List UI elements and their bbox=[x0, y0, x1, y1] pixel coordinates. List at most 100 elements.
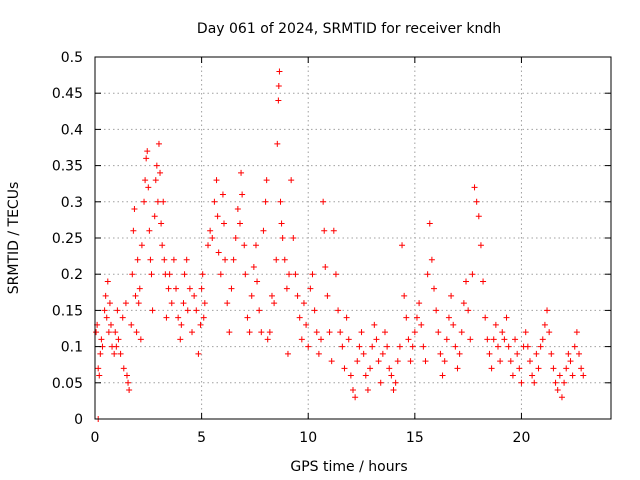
data-point bbox=[469, 271, 476, 278]
data-point bbox=[424, 271, 431, 278]
data-point bbox=[373, 336, 380, 343]
data-point bbox=[463, 278, 470, 285]
y-tick-label: 0.4 bbox=[61, 122, 83, 138]
data-point bbox=[569, 372, 576, 379]
data-point bbox=[146, 227, 153, 234]
data-point bbox=[422, 358, 429, 365]
y-tick-label: 0.3 bbox=[61, 195, 83, 211]
y-tick-label: 0.1 bbox=[61, 340, 83, 356]
data-point bbox=[246, 329, 253, 336]
data-point bbox=[556, 372, 563, 379]
data-point bbox=[137, 336, 144, 343]
data-point bbox=[114, 307, 121, 314]
data-point bbox=[405, 336, 412, 343]
data-point bbox=[494, 343, 501, 350]
data-point bbox=[181, 271, 188, 278]
data-point bbox=[439, 372, 446, 379]
data-point bbox=[320, 198, 327, 205]
data-point bbox=[552, 379, 559, 386]
data-point bbox=[303, 321, 310, 328]
data-point bbox=[431, 285, 438, 292]
x-tick-label: 0 bbox=[91, 430, 100, 446]
data-point bbox=[294, 292, 301, 299]
data-point bbox=[238, 169, 245, 176]
data-point bbox=[460, 300, 467, 307]
data-point bbox=[104, 278, 111, 285]
data-point bbox=[571, 343, 578, 350]
data-point bbox=[180, 300, 187, 307]
data-points bbox=[93, 68, 587, 422]
data-point bbox=[539, 336, 546, 343]
data-point bbox=[112, 329, 119, 336]
data-point bbox=[262, 198, 269, 205]
data-point bbox=[284, 350, 291, 357]
data-point bbox=[195, 350, 202, 357]
data-point bbox=[214, 213, 221, 220]
data-point bbox=[103, 314, 110, 321]
data-point bbox=[166, 271, 173, 278]
data-point bbox=[258, 329, 265, 336]
data-point bbox=[153, 162, 160, 169]
data-point bbox=[147, 256, 154, 263]
data-point bbox=[236, 220, 243, 227]
data-point bbox=[143, 155, 150, 162]
data-point bbox=[292, 271, 299, 278]
data-point bbox=[268, 292, 275, 299]
data-point bbox=[256, 307, 263, 314]
data-point bbox=[151, 213, 158, 220]
data-point bbox=[411, 329, 418, 336]
axis-ticks: 0 0.05 0.1 0.15 0.2 0.25 0.3 0.35 0.4 0.45 0.5 0 5 10… bbox=[52, 50, 611, 446]
data-point bbox=[482, 314, 489, 321]
data-point bbox=[286, 271, 293, 278]
data-point bbox=[170, 256, 177, 263]
data-point bbox=[198, 285, 205, 292]
data-point bbox=[399, 242, 406, 249]
data-point bbox=[98, 336, 105, 343]
data-point bbox=[106, 300, 113, 307]
data-point bbox=[228, 285, 235, 292]
data-point bbox=[456, 350, 463, 357]
data-point bbox=[416, 300, 423, 307]
data-point bbox=[567, 358, 574, 365]
data-point bbox=[347, 372, 354, 379]
data-point bbox=[480, 278, 487, 285]
data-point bbox=[305, 343, 312, 350]
data-point bbox=[275, 82, 282, 89]
x-axis-label: GPS time / hours bbox=[290, 459, 407, 475]
data-point bbox=[201, 300, 208, 307]
data-point bbox=[384, 343, 391, 350]
data-point bbox=[107, 321, 114, 328]
data-point bbox=[505, 343, 512, 350]
data-point bbox=[260, 227, 267, 234]
data-point bbox=[452, 343, 459, 350]
data-point bbox=[486, 350, 493, 357]
data-point bbox=[234, 206, 241, 213]
data-point bbox=[264, 336, 271, 343]
data-point bbox=[119, 314, 126, 321]
data-point bbox=[332, 271, 339, 278]
data-point bbox=[288, 177, 295, 184]
data-point bbox=[548, 350, 555, 357]
data-point bbox=[394, 358, 401, 365]
data-point bbox=[558, 394, 565, 401]
data-point bbox=[230, 256, 237, 263]
data-point bbox=[191, 292, 198, 299]
data-point bbox=[278, 220, 285, 227]
data-point bbox=[232, 235, 239, 241]
data-point bbox=[105, 329, 112, 336]
y-tick-label: 0.25 bbox=[52, 231, 83, 247]
data-point bbox=[275, 97, 282, 104]
data-point bbox=[311, 307, 318, 314]
data-point bbox=[222, 256, 229, 263]
data-point bbox=[420, 343, 427, 350]
data-point bbox=[335, 307, 342, 314]
data-point bbox=[573, 329, 580, 336]
data-point bbox=[241, 242, 248, 249]
data-point bbox=[309, 271, 316, 278]
data-point bbox=[165, 285, 172, 292]
data-point bbox=[177, 336, 184, 343]
data-point bbox=[473, 198, 480, 205]
data-point bbox=[328, 358, 335, 365]
data-point bbox=[254, 278, 261, 285]
data-point bbox=[125, 379, 132, 386]
